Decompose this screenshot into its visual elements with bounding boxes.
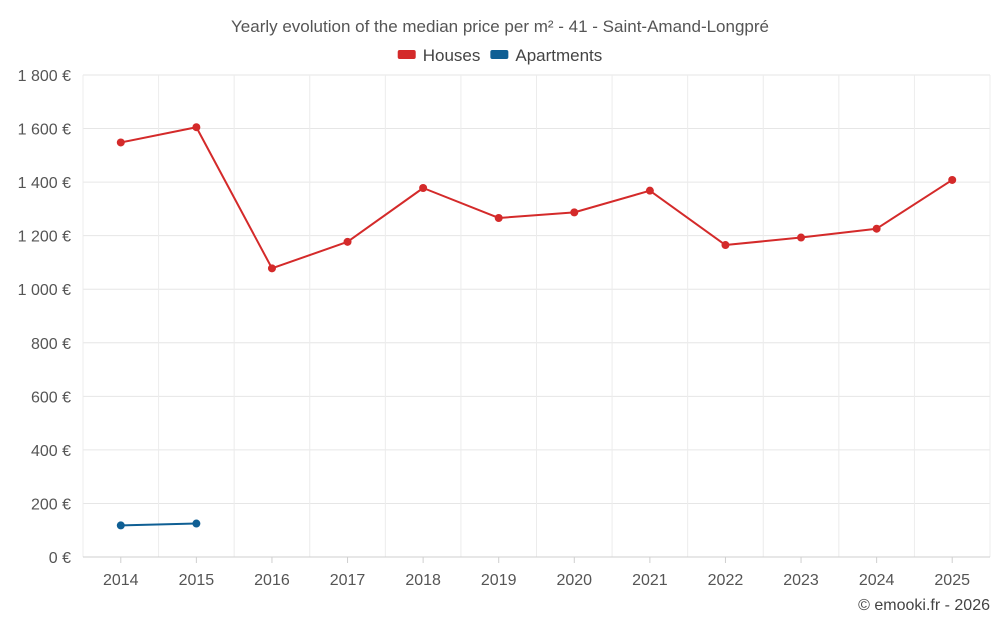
data-point[interactable] [797,233,806,242]
x-tick-label: 2024 [859,572,895,589]
data-point[interactable] [192,519,201,528]
series-apartments [116,519,201,530]
y-tick-label: 1 000 € [18,282,71,299]
y-tick-label: 200 € [31,496,71,513]
y-tick-label: 800 € [31,336,71,353]
data-point[interactable] [570,208,579,217]
y-tick-label: 1 400 € [18,175,71,192]
x-tick-label: 2019 [481,572,517,589]
y-tick-label: 1 800 € [18,68,71,85]
data-point[interactable] [872,224,881,233]
series-line [120,126,953,270]
x-tick-label: 2018 [405,572,441,589]
x-tick-label: 2023 [783,572,819,589]
data-point[interactable] [721,241,730,250]
x-tick-label: 2016 [254,572,290,589]
legend-label: Houses [423,46,481,65]
data-point[interactable] [419,184,428,193]
x-tick-label: 2017 [330,572,366,589]
legend-label: Apartments [515,46,602,65]
x-tick-label: 2021 [632,572,668,589]
legend-swatch [397,50,416,59]
grid-lines [82,74,991,558]
x-tick-label: 2022 [708,572,744,589]
y-axis: 0 € 200 € 400 € 600 € 800 € 1 000 € 1 200 € 1 4… [18,68,71,567]
legend-swatch [490,50,509,59]
x-tick-label: 2025 [934,572,970,589]
data-point[interactable] [116,521,125,530]
legend-item-houses[interactable]: Houses [397,46,481,65]
x-axis: 2014 2015 2016 2017 2018 2019 2020 2021 2022 2023… [83,556,990,589]
series-houses [116,123,957,273]
data-point[interactable] [645,186,654,195]
y-tick-label: 1 200 € [18,229,71,246]
data-point[interactable] [116,138,125,147]
series-layer [116,123,957,530]
y-tick-label: 1 600 € [18,122,71,139]
series-line [120,522,197,527]
data-point[interactable] [192,123,201,132]
x-tick-label: 2014 [103,572,139,589]
data-point[interactable] [343,237,352,246]
data-point[interactable] [948,175,957,184]
footer-credit: © emooki.fr - 2026 [858,597,990,614]
chart-title: Yearly evolution of the median price per… [231,17,769,36]
y-tick-label: 600 € [31,389,71,406]
y-tick-label: 400 € [31,443,71,460]
y-tick-label: 0 € [49,550,71,567]
legend: Houses Apartments [397,46,602,65]
data-point[interactable] [494,213,503,222]
x-tick-label: 2015 [179,572,215,589]
data-point[interactable] [267,264,276,273]
x-tick-label: 2020 [556,572,592,589]
legend-item-apartments[interactable]: Apartments [490,46,602,65]
